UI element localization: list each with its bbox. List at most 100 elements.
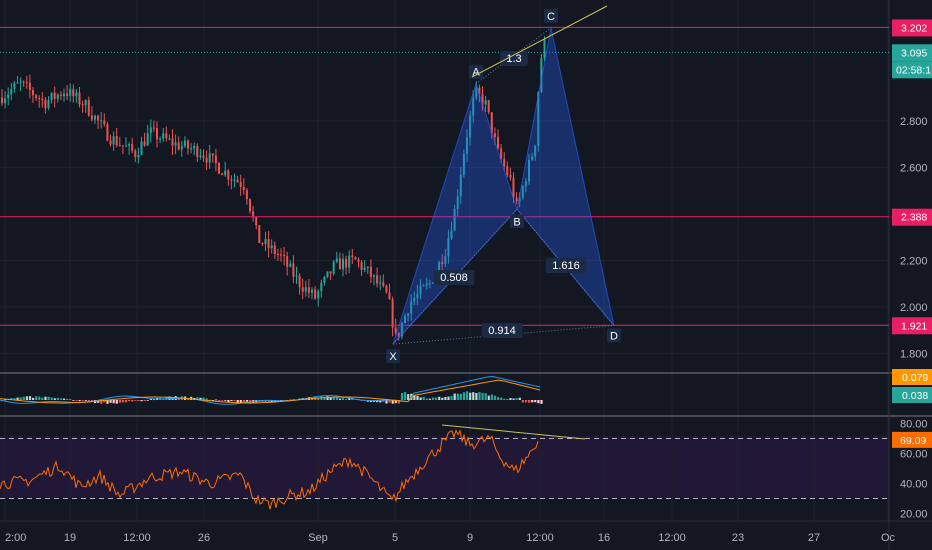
candle-body xyxy=(298,275,301,288)
pattern-point-badge xyxy=(544,8,558,23)
candle-body xyxy=(13,83,16,90)
candle-body xyxy=(425,283,428,286)
macd-histogram-bar xyxy=(376,400,379,403)
candle-body xyxy=(388,292,391,300)
macd-histogram-bar xyxy=(205,398,208,400)
candle-body xyxy=(543,38,546,59)
macd-histogram-bar xyxy=(261,400,264,402)
time-tick-label: 26 xyxy=(198,532,210,544)
pattern-point-d: D xyxy=(610,331,618,343)
macd-histogram-bar xyxy=(524,400,528,403)
macd-histogram-bar xyxy=(221,400,224,401)
candle-body xyxy=(286,256,289,267)
candle-body xyxy=(320,282,323,292)
macd-histogram-bar xyxy=(41,397,44,400)
pattern-point-a: A xyxy=(472,67,480,79)
candle-body xyxy=(44,99,47,109)
candle-body xyxy=(121,145,124,147)
time-tick-label: 12:00 xyxy=(123,532,151,544)
harmonic-pattern: X A B C D 0.508 1.3 1.616 0.914 xyxy=(386,8,621,364)
time-tick-label: 12:00 xyxy=(658,532,686,544)
macd-value-label: 0.038 xyxy=(902,390,928,402)
macd-histogram-bar xyxy=(338,398,342,400)
rsi-band-fill xyxy=(0,436,889,499)
macd-histogram-bar xyxy=(518,397,521,400)
candle-body xyxy=(515,197,518,202)
candle-body xyxy=(56,94,59,99)
time-axis: 2:00 19 12:00 26 Sep 5 9 12:00 16 12:00 23 27 Oc xyxy=(5,532,896,544)
candle-body xyxy=(125,145,127,147)
candle-body xyxy=(249,199,251,212)
candle-body xyxy=(218,163,220,174)
candle-body xyxy=(239,182,242,187)
macd-histogram-bar xyxy=(335,396,338,400)
candle-body xyxy=(338,258,341,270)
candle-body xyxy=(146,133,149,146)
ratio-label: 0.914 xyxy=(488,325,516,337)
candle-body xyxy=(131,144,134,151)
candle-body xyxy=(394,327,397,333)
time-tick-label: 23 xyxy=(732,532,744,544)
macd-histogram-bar xyxy=(103,400,106,403)
signal-line xyxy=(0,379,541,404)
candle-body xyxy=(518,197,521,202)
macd-histogram-bar xyxy=(69,399,72,400)
macd-histogram-bar xyxy=(121,400,125,403)
macd-histogram-bar xyxy=(323,396,326,400)
macd-histogram-bar xyxy=(78,400,81,402)
macd-histogram-bar xyxy=(53,398,56,400)
rsi-tick-label: 60.00 xyxy=(900,449,928,461)
time-tick-label: 19 xyxy=(64,532,76,544)
candle-body xyxy=(307,287,310,293)
macd-histogram-bar xyxy=(16,397,19,400)
candle-body xyxy=(373,275,375,277)
candle-body xyxy=(171,138,174,146)
candle-body xyxy=(481,94,484,105)
candle-body xyxy=(509,174,512,178)
candle-body xyxy=(156,128,158,140)
macd-histogram-bar xyxy=(400,393,404,400)
candle-body xyxy=(490,112,493,134)
candle-body xyxy=(270,245,273,249)
candle-body xyxy=(524,181,527,187)
pattern-point-x: X xyxy=(389,351,397,363)
macd-histogram-bar xyxy=(540,400,543,404)
candle-body xyxy=(159,138,162,140)
candle-body xyxy=(81,104,84,106)
candle-body xyxy=(301,287,304,292)
candle-body xyxy=(345,258,348,268)
macd-histogram-bar xyxy=(490,394,493,400)
candle-body xyxy=(413,298,416,302)
candle-body xyxy=(422,285,425,287)
candle-body xyxy=(245,190,248,200)
rsi-divergence-trendline xyxy=(441,424,586,440)
candle-body xyxy=(128,144,131,146)
candle-body xyxy=(109,140,112,145)
macd-histogram-bar xyxy=(382,400,385,402)
candle-body xyxy=(385,285,388,293)
candle-body xyxy=(360,262,363,271)
macd-histogram-bar xyxy=(196,397,199,400)
macd-histogram-bar xyxy=(47,396,50,400)
candle-body xyxy=(292,263,295,277)
candle-body xyxy=(376,275,379,284)
last-price-label-badge xyxy=(892,44,932,62)
macd-histogram-bar xyxy=(208,399,211,401)
macd-histogram-bar xyxy=(534,400,537,403)
macd-histogram-bar xyxy=(397,400,400,404)
candle-body xyxy=(53,92,56,99)
candle-body xyxy=(441,261,444,265)
ratio-line-xd xyxy=(392,325,615,345)
rsi-panel xyxy=(0,424,889,510)
candle-body xyxy=(16,82,19,84)
candle-body xyxy=(84,100,87,106)
candle-body xyxy=(472,97,475,116)
candle-body xyxy=(177,142,180,150)
macd-histogram-bar xyxy=(273,400,276,403)
macd-histogram-bar xyxy=(317,397,320,400)
candle-body xyxy=(531,156,534,160)
candle-body xyxy=(295,275,298,277)
macd-histogram-bar xyxy=(506,398,509,400)
macd-value-badge xyxy=(892,387,932,403)
